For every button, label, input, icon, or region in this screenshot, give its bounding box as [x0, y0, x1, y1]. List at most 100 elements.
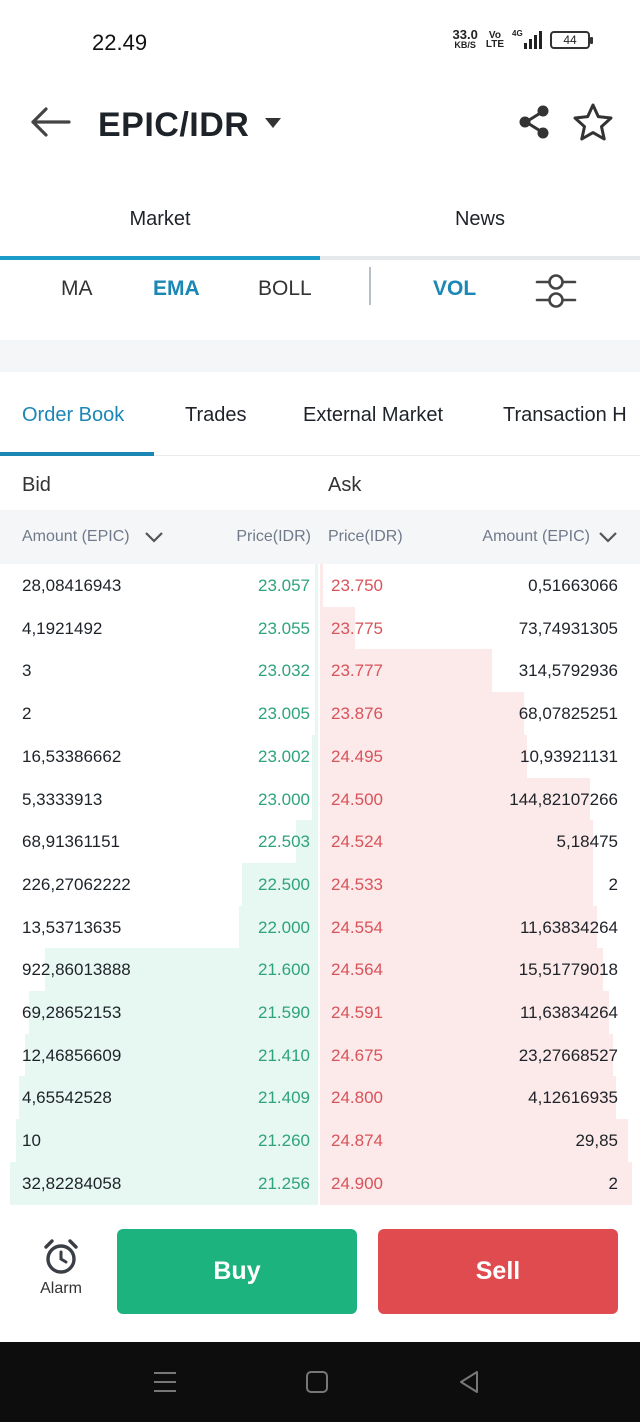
buy-button[interactable]: Buy: [117, 1229, 357, 1314]
ask-price: 24.533: [331, 874, 383, 894]
bid-depth-bar: [44, 948, 318, 992]
bid-depth-bar: [238, 905, 318, 949]
caret-down-icon[interactable]: [264, 117, 282, 129]
ask-amount: 11,63834264: [519, 917, 618, 937]
alarm-label: Alarm: [40, 1280, 82, 1297]
signal-bar: [539, 31, 542, 49]
order-book-row[interactable]: 5,3333913 23.000 24.500 144,82107266: [0, 778, 640, 821]
back-arrow-icon[interactable]: [28, 104, 72, 140]
ask-depth-bar: [320, 777, 591, 821]
order-book-row[interactable]: 10 21.260 24.874 29,85: [0, 1119, 640, 1162]
indicator-divider: [369, 267, 371, 305]
order-book-row[interactable]: 226,27062222 22.500 24.533 2: [0, 863, 640, 906]
order-book-row[interactable]: 13,53713635 22.000 24.554 11,63834264: [0, 906, 640, 949]
pair-title[interactable]: EPIC/IDR: [98, 106, 250, 144]
order-book-row[interactable]: 12,46856609 21.410 24.675 23,27668527: [0, 1034, 640, 1077]
signal-bar: [524, 43, 527, 49]
order-book-row[interactable]: 3 23.032 23.777 314,5792936: [0, 649, 640, 692]
chevron-down-icon[interactable]: [144, 530, 164, 544]
bid-price: 23.055: [258, 618, 310, 638]
ask-amount: 23,27668527: [518, 1045, 618, 1065]
back-nav-icon[interactable]: [457, 1370, 481, 1394]
status-time: 22.49: [92, 30, 148, 55]
tab-external-market[interactable]: External Market: [303, 404, 444, 426]
bid-price: 22.503: [258, 832, 310, 852]
tab-trades[interactable]: Trades: [185, 404, 247, 426]
ask-amount: 2: [608, 1173, 618, 1193]
order-book-row[interactable]: 4,1921492 23.055 23.775 73,74931305: [0, 607, 640, 650]
bid-depth-bar: [314, 649, 318, 693]
bid-amount: 3: [22, 661, 32, 681]
ask-amount: 11,63834264: [519, 1003, 618, 1022]
ask-price: 23.750: [331, 576, 383, 595]
menu-icon[interactable]: [152, 1370, 178, 1394]
indicator-boll[interactable]: BOLL: [258, 277, 312, 300]
indicator-vol[interactable]: VOL: [433, 277, 477, 300]
home-icon[interactable]: [305, 1370, 329, 1394]
ask-amount: 73,74931305: [518, 618, 618, 638]
ask-price: 23.777: [331, 661, 383, 681]
ask-amount-header[interactable]: Amount (EPIC): [482, 528, 590, 545]
bid-price-header: Price(IDR): [236, 528, 311, 545]
bid-price: 23.005: [258, 704, 310, 724]
ask-price: 24.874: [331, 1131, 383, 1151]
volte-top: Vo: [488, 30, 501, 41]
sell-button[interactable]: Sell: [378, 1229, 618, 1314]
alarm-button[interactable]: Alarm: [30, 1238, 92, 1308]
chart-placeholder: [0, 340, 640, 372]
volte-icon: Vo LTE: [486, 30, 504, 50]
order-book-row[interactable]: 4,65542528 21.409 24.800 4,12616935: [0, 1076, 640, 1119]
order-book-row[interactable]: 68,91361151 22.503 24.524 5,18475: [0, 820, 640, 863]
bid-amount: 32,82284058: [22, 1173, 122, 1193]
bid-amount: 12,46856609: [22, 1045, 122, 1065]
bid-label: Bid: [22, 474, 51, 496]
share-icon[interactable]: [518, 104, 550, 140]
indicator-ema[interactable]: EMA: [153, 277, 200, 300]
order-book-row[interactable]: 16,53386662 23.002 24.495 10,93921131: [0, 735, 640, 778]
order-book-row[interactable]: 2 23.005 23.876 68,07825251: [0, 692, 640, 735]
bid-amount: 69,28652153: [22, 1003, 122, 1022]
ask-price: 23.876: [331, 704, 383, 724]
indicator-settings-icon[interactable]: [534, 270, 578, 310]
network-type: 4G: [512, 29, 523, 38]
signal-bar: [529, 39, 532, 49]
ask-depth-bar: [320, 649, 492, 693]
tab-transaction-history[interactable]: Transaction H: [503, 404, 627, 426]
order-book-row[interactable]: 28,08416943 23.057 23.750 0,51663066: [0, 564, 640, 607]
bid-price: 21.600: [258, 960, 310, 980]
bid-amount-header[interactable]: Amount (EPIC): [22, 528, 130, 545]
bid-depth-bar: [311, 734, 318, 778]
ask-amount: 4,12616935: [528, 1088, 618, 1108]
tab-news[interactable]: News: [454, 208, 505, 230]
tab-order-book[interactable]: Order Book: [22, 404, 125, 426]
bid-price: 22.500: [258, 874, 310, 894]
bid-depth-bar: [15, 1119, 318, 1163]
order-book-row[interactable]: 69,28652153 21.590 24.591 11,63834264: [0, 991, 640, 1034]
ask-price: 24.495: [331, 746, 383, 766]
bid-depth-bar: [311, 777, 318, 821]
chevron-down-icon[interactable]: [598, 530, 618, 544]
ask-amount: 0,51663066: [528, 576, 618, 595]
indicator-ma[interactable]: MA: [61, 277, 93, 300]
ask-depth-bar: [320, 606, 355, 650]
tab-market[interactable]: Market: [129, 208, 191, 230]
status-bar: 22.49 33.0 KB/S Vo LTE 4G 44: [0, 0, 640, 86]
bid-price: 21.256: [258, 1173, 310, 1193]
ask-depth-bar: [320, 564, 324, 608]
ask-label: Ask: [328, 474, 362, 496]
bid-amount: 13,53713635: [22, 917, 122, 937]
ask-amount: 15,51779018: [518, 960, 618, 980]
system-nav-bar: [0, 1342, 640, 1422]
battery-level: 44: [563, 33, 577, 47]
signal-icon: 4G: [512, 29, 542, 49]
bid-amount: 28,08416943: [22, 576, 122, 595]
signal-bar: [534, 35, 537, 49]
order-book-row[interactable]: 922,86013888 21.600 24.564 15,51779018: [0, 948, 640, 991]
bid-price: 21.590: [258, 1003, 310, 1022]
ask-price: 24.500: [331, 789, 383, 809]
order-book-row[interactable]: 32,82284058 21.256 24.900 2: [0, 1162, 640, 1205]
ask-amount: 144,82107266: [509, 789, 618, 809]
star-icon[interactable]: [572, 102, 614, 142]
ask-depth-bar: [320, 734, 527, 778]
ask-depth-bar: [320, 1161, 632, 1205]
